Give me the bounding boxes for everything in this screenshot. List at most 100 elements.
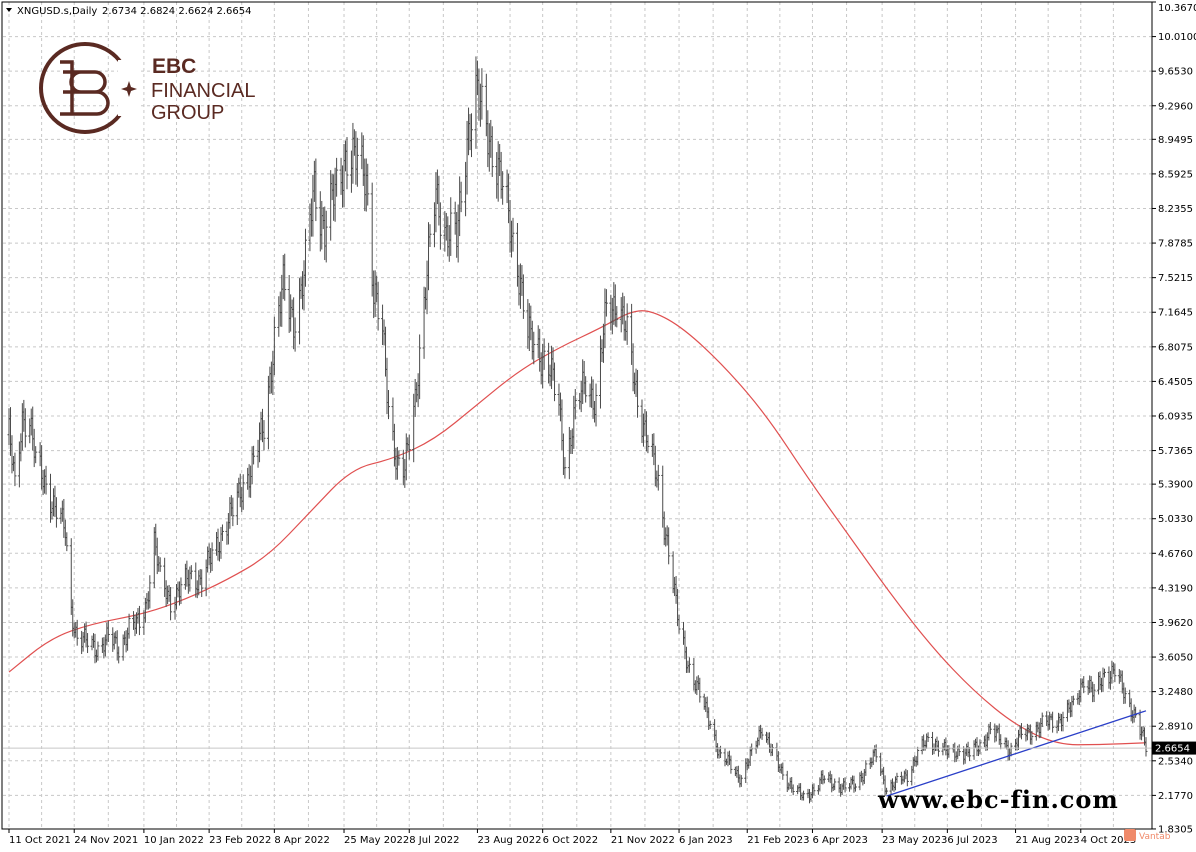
ohlc-bar	[604, 289, 608, 317]
x-axis: 11 Oct 2021 24 Nov 2021 10 Jan 2022 23 Feb …	[8, 829, 1136, 846]
ohlc-bar	[1019, 723, 1023, 740]
ohlc-bar	[148, 575, 152, 609]
ohlc-bar	[698, 677, 702, 703]
ohlc-bar	[75, 619, 79, 646]
ohlc-bar	[895, 772, 899, 783]
ohlc-bar	[947, 745, 951, 758]
ohlc-bar	[459, 181, 463, 213]
x-tick-label: 8 Apr 2022	[274, 835, 329, 846]
ohlc-bar	[449, 197, 453, 256]
ohlc-bar	[1051, 711, 1055, 733]
ohlc-bar	[407, 434, 411, 460]
ohlc-bar	[262, 420, 266, 451]
ohlc-bar	[864, 760, 868, 776]
y-tick-label: 6.0935	[1158, 411, 1193, 422]
x-tick-label: 11 Oct 2021	[9, 835, 71, 846]
ohlc-bar	[563, 457, 567, 479]
ohlc-bar	[646, 434, 650, 454]
ohlc-bar	[386, 390, 390, 420]
ohlc-bar	[874, 744, 878, 763]
ohlc-bar	[957, 744, 961, 757]
x-tick-label: 25 May 2022	[344, 835, 409, 846]
ohlc-bar	[1009, 742, 1013, 757]
x-tick-label: 24 Nov 2021	[74, 835, 138, 846]
ohlc-bar	[231, 497, 235, 527]
y-tick-label: 10.3670	[1158, 3, 1196, 14]
ohlc-bar	[936, 740, 940, 757]
ohlc-bar	[293, 317, 297, 352]
symbol-label: XNGUSD.s,Daily	[17, 6, 97, 17]
ohlc-bar	[345, 137, 349, 190]
ohlc-bar	[1040, 712, 1044, 727]
sparkle-icon	[121, 81, 137, 97]
corner-logo-icon	[1124, 829, 1136, 841]
ohlc-bar	[1061, 711, 1065, 732]
ohlc-bar	[23, 408, 27, 448]
ohlc-bar	[656, 464, 660, 491]
trendline-layer	[886, 710, 1147, 797]
ohlc-values: 2.6734 2.6824 2.6624 2.6654	[102, 6, 252, 17]
ohlc-bar	[791, 784, 795, 796]
ohlc-bar	[169, 587, 173, 621]
ohlc-bar	[511, 217, 515, 252]
y-tick-label: 2.5340	[1158, 756, 1193, 767]
ohlc-bar	[812, 783, 816, 796]
ohlc-bar	[210, 542, 214, 572]
ohlc-bar	[376, 281, 380, 331]
x-tick-label: 6 Jul 2023	[947, 835, 997, 846]
x-tick-label: 23 Aug 2022	[477, 835, 541, 846]
ohlc-bar	[303, 228, 307, 287]
ohlc-bar	[137, 605, 141, 636]
ohlc-bar	[241, 474, 245, 510]
x-tick-label: 10 Jan 2022	[144, 835, 204, 846]
ohlc-bar	[822, 775, 826, 784]
ohlc-bar	[96, 641, 100, 661]
ohlc-bar	[1030, 730, 1034, 745]
ohlc-bar	[179, 577, 183, 605]
y-tick-label: 10.0100	[1158, 32, 1196, 43]
ohlc-bar	[573, 389, 577, 420]
ohlc-bar	[926, 732, 930, 742]
ohlc-bar	[1144, 737, 1148, 757]
ohlc-bar	[1082, 676, 1086, 694]
y-tick-label: 3.2480	[1158, 687, 1193, 698]
ohlc-bar	[220, 524, 224, 541]
dropdown-triangle-icon[interactable]	[6, 8, 12, 12]
ohlc-bar	[833, 778, 837, 791]
y-tick-label: 5.0330	[1158, 514, 1193, 525]
y-tick-label: 4.6760	[1158, 549, 1193, 560]
corner-logo-text: Vantab	[1139, 832, 1171, 842]
ohlc-bar	[999, 734, 1003, 750]
support-trendline[interactable]	[886, 710, 1147, 797]
ohlc-bar	[480, 68, 484, 120]
ohlc-bar	[802, 790, 806, 801]
ohlc-bar	[667, 527, 671, 565]
x-tick-label: 21 Aug 2023	[1016, 835, 1080, 846]
x-tick-label: 23 May 2023	[882, 835, 947, 846]
ohlc-bar	[843, 777, 847, 793]
x-tick-label: 21 Feb 2023	[747, 835, 809, 846]
ohlc-bar	[542, 338, 546, 370]
y-tick-label: 3.9620	[1158, 618, 1193, 629]
ohlc-bar	[532, 331, 536, 365]
ohlc-bar	[44, 465, 48, 495]
y-tick-label: 3.6050	[1158, 653, 1193, 664]
y-tick-label: 1.8305	[1158, 824, 1193, 835]
ohlc-bar	[781, 762, 785, 780]
y-tick-label: 2.1770	[1158, 791, 1193, 802]
brand-name: EBC	[152, 55, 196, 78]
y-tick-label: 9.2960	[1158, 101, 1193, 112]
ohlc-bar	[438, 202, 442, 250]
ohlc-bar	[1113, 663, 1117, 683]
ohlc-bar	[968, 747, 972, 762]
x-tick-label: 8 Jul 2022	[409, 835, 459, 846]
ohlc-bar	[1071, 695, 1075, 706]
brand-line2: FINANCIAL	[151, 80, 255, 102]
ohlc-bar	[750, 743, 754, 756]
ohlc-bar	[636, 369, 640, 418]
ohlc-bar	[314, 158, 318, 222]
ohlc-bar	[553, 362, 557, 402]
x-tick-label: 4 Oct 2023	[1081, 835, 1136, 846]
x-tick-label: 21 Nov 2022	[611, 835, 675, 846]
